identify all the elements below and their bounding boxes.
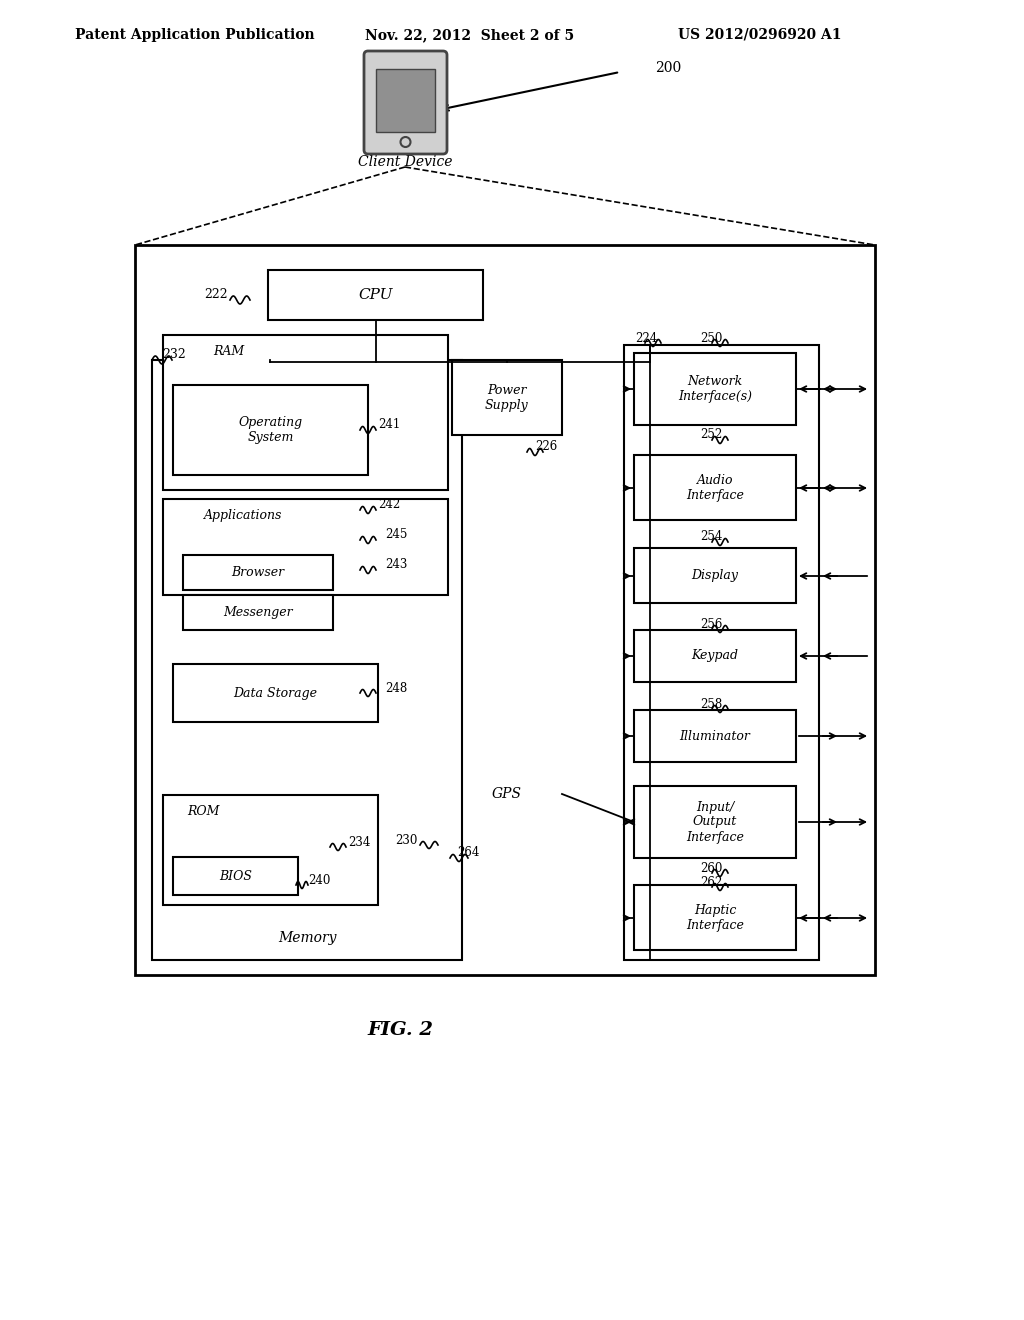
Text: 250: 250 xyxy=(700,331,722,345)
Bar xyxy=(634,710,796,762)
Text: Operating
System: Operating System xyxy=(239,416,302,444)
Bar xyxy=(135,246,874,975)
Text: Messenger: Messenger xyxy=(223,606,293,619)
Bar xyxy=(173,857,298,895)
Text: 254: 254 xyxy=(700,531,722,544)
Text: 242: 242 xyxy=(378,499,400,511)
Text: 232: 232 xyxy=(162,347,185,360)
Bar xyxy=(152,360,462,960)
Text: Haptic
Interface: Haptic Interface xyxy=(686,904,744,932)
Text: Nov. 22, 2012  Sheet 2 of 5: Nov. 22, 2012 Sheet 2 of 5 xyxy=(366,28,574,42)
Bar xyxy=(624,345,819,960)
Text: Illuminator: Illuminator xyxy=(680,730,751,742)
Text: Network
Interface(s): Network Interface(s) xyxy=(678,375,752,403)
Text: 222: 222 xyxy=(205,289,228,301)
Text: Applications: Applications xyxy=(204,510,283,521)
Bar xyxy=(634,455,796,520)
Bar xyxy=(173,385,368,475)
Text: Display: Display xyxy=(691,569,738,582)
Text: RAM: RAM xyxy=(213,345,244,358)
Text: 240: 240 xyxy=(308,874,331,887)
Bar xyxy=(376,69,435,132)
Text: FIG. 2: FIG. 2 xyxy=(367,1020,433,1039)
Bar xyxy=(634,548,796,603)
FancyBboxPatch shape xyxy=(364,51,447,154)
Bar xyxy=(634,630,796,682)
Text: Client Device: Client Device xyxy=(357,154,453,169)
Bar xyxy=(163,499,449,595)
Text: ROM: ROM xyxy=(186,805,219,818)
Text: BIOS: BIOS xyxy=(219,870,252,883)
Bar xyxy=(634,352,796,425)
Text: Audio
Interface: Audio Interface xyxy=(686,474,744,502)
Text: 245: 245 xyxy=(385,528,408,541)
Bar xyxy=(163,795,378,906)
Text: 230: 230 xyxy=(395,833,418,846)
Text: CPU: CPU xyxy=(358,288,393,302)
Text: 200: 200 xyxy=(655,61,681,75)
Bar xyxy=(634,884,796,950)
Text: 224: 224 xyxy=(635,331,657,345)
Text: 258: 258 xyxy=(700,697,722,710)
Text: Keypad: Keypad xyxy=(691,649,738,663)
Text: US 2012/0296920 A1: US 2012/0296920 A1 xyxy=(678,28,842,42)
Text: 264: 264 xyxy=(457,846,479,858)
Bar xyxy=(183,595,333,630)
Bar xyxy=(163,335,449,490)
Text: Memory: Memory xyxy=(278,931,336,945)
Text: Power
Supply: Power Supply xyxy=(485,384,528,412)
Bar xyxy=(452,758,562,830)
Bar xyxy=(183,554,333,590)
Bar xyxy=(268,271,483,319)
Text: GPS: GPS xyxy=(492,787,522,801)
Text: 241: 241 xyxy=(378,418,400,432)
Text: 260: 260 xyxy=(700,862,722,874)
Text: Browser: Browser xyxy=(231,566,285,579)
Bar xyxy=(173,664,378,722)
Text: 243: 243 xyxy=(385,558,408,572)
Bar xyxy=(634,785,796,858)
Text: Data Storage: Data Storage xyxy=(233,686,317,700)
Text: 248: 248 xyxy=(385,681,408,694)
Text: 262: 262 xyxy=(700,875,722,888)
Text: 234: 234 xyxy=(348,836,371,849)
Text: Input/
Output
Interface: Input/ Output Interface xyxy=(686,800,744,843)
Bar xyxy=(452,360,562,436)
Text: 226: 226 xyxy=(535,441,557,454)
Text: Patent Application Publication: Patent Application Publication xyxy=(75,28,314,42)
Text: 252: 252 xyxy=(700,429,722,441)
Text: 256: 256 xyxy=(700,618,722,631)
